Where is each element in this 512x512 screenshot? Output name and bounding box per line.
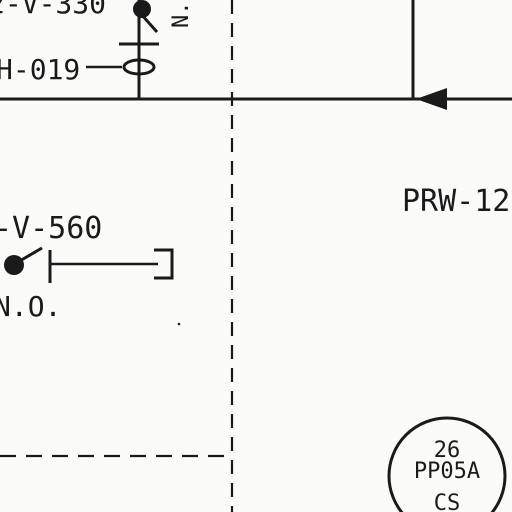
instrument-function: CS bbox=[434, 491, 461, 512]
instrument-tag: PP05A bbox=[414, 459, 480, 484]
valve-top-actuator-icon bbox=[133, 0, 151, 18]
flow-arrow-icon bbox=[416, 88, 447, 110]
line-right-tag: PRW-12 bbox=[402, 184, 510, 219]
valve-top-tag: 2-V-330 bbox=[0, 0, 106, 20]
valve-top-state: N.C. bbox=[169, 0, 194, 28]
spectacle-blind-icon bbox=[122, 58, 156, 76]
valve-mid-actuator-icon bbox=[4, 255, 24, 275]
instrument-bubble-icon bbox=[387, 416, 507, 512]
valve-mid-stem bbox=[17, 246, 43, 264]
line-top-tag: H-019 bbox=[0, 53, 80, 86]
valve-mid-tag: -V-560 bbox=[0, 211, 102, 246]
drawing-speck bbox=[177, 322, 181, 326]
instrument-number: 26 bbox=[434, 438, 461, 463]
valve-mid-state: N.O. bbox=[0, 290, 61, 323]
end-cap-icon bbox=[154, 248, 174, 280]
